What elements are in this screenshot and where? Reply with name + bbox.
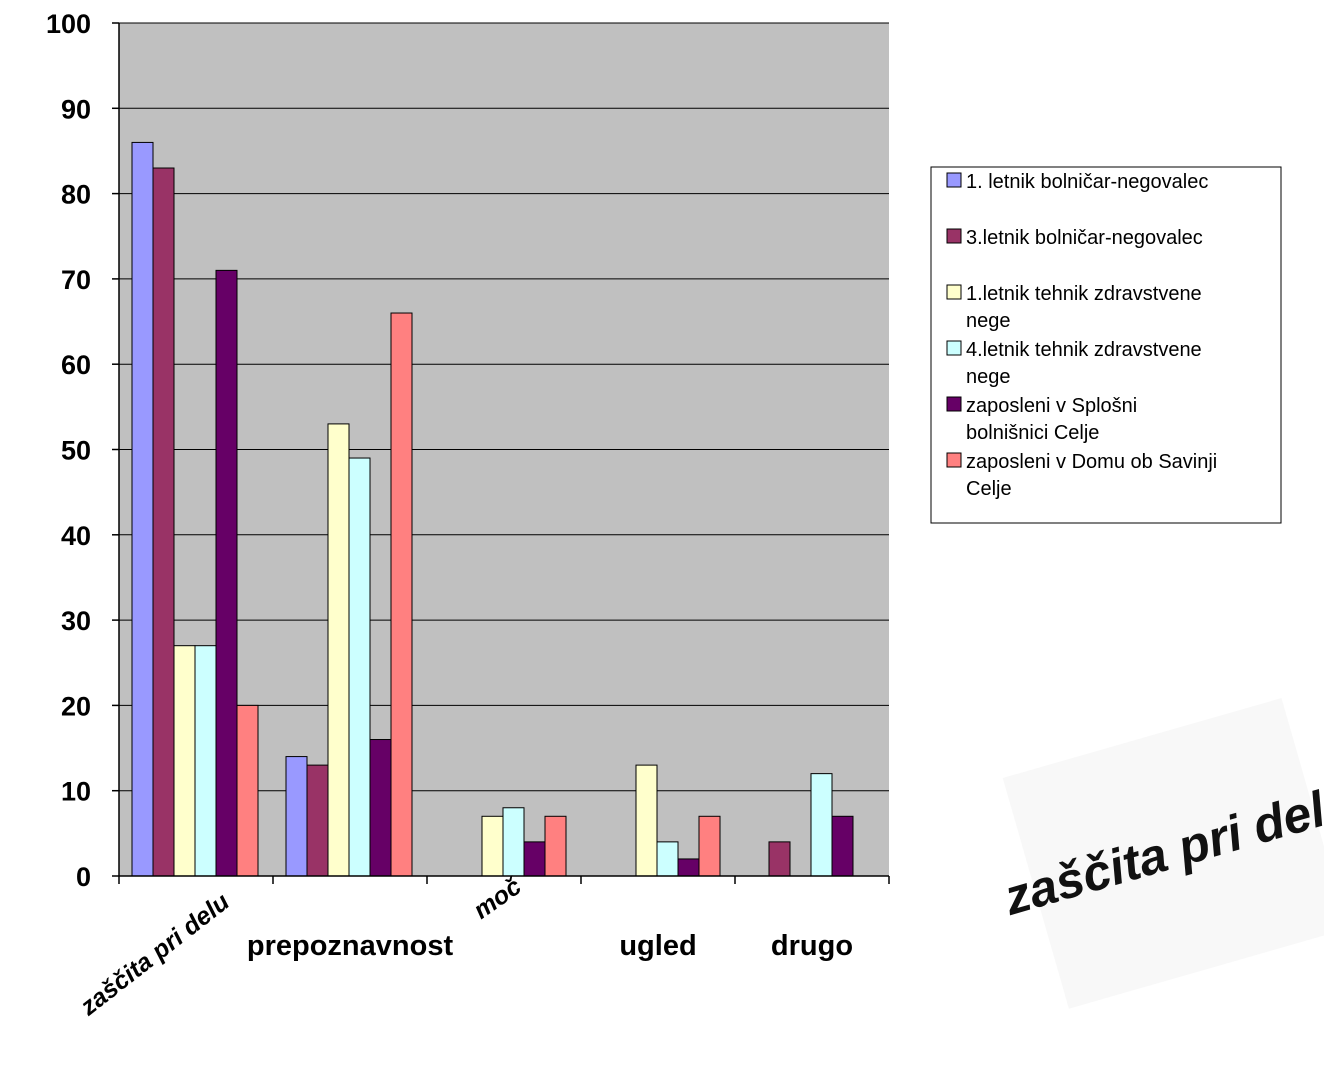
y-tick-label: 10 — [61, 777, 91, 807]
legend-swatch — [946, 284, 962, 300]
bar — [698, 815, 721, 877]
legend-label: 1. letnik bolničar-negovalec — [966, 171, 1208, 193]
bar — [390, 312, 413, 877]
legend: 1. letnik bolničar-negovalec 3.letnik bol… — [930, 166, 1282, 524]
y-tick-label: 0 — [76, 862, 91, 892]
legend-label: zaposleni v Splošni bolnišnici Celje — [966, 395, 1137, 444]
legend-box — [930, 166, 1282, 524]
bar — [236, 704, 259, 877]
y-tick-label: 70 — [61, 265, 91, 295]
y-tick-label: 60 — [61, 350, 91, 380]
y-tick-label: 90 — [61, 94, 91, 124]
y-tick-label: 30 — [61, 606, 91, 636]
bar — [348, 457, 371, 877]
legend-label: 3.letnik bolničar-negovalec — [966, 227, 1203, 249]
bar — [544, 815, 567, 877]
legend-swatch — [946, 172, 962, 188]
bar — [635, 764, 658, 877]
bar — [369, 739, 392, 877]
y-tick-label: 80 — [61, 180, 91, 210]
y-tick-label: 100 — [46, 9, 91, 39]
y-tick-label: 50 — [61, 436, 91, 466]
gridlines — [119, 22, 889, 792]
x-category-label: drugo — [771, 930, 853, 962]
bar — [656, 841, 679, 877]
watermark-stamp: zaščita pri delu — [997, 698, 1324, 1009]
x-axis-labels: zaščita pri delu prepoznavnost moč ugled dru… — [74, 872, 853, 1021]
bar — [481, 815, 504, 877]
bar — [152, 167, 175, 877]
x-category-label: zaščita pri delu — [74, 888, 234, 1022]
bar — [131, 141, 154, 877]
x-category-label: ugled — [619, 930, 696, 962]
bar — [768, 841, 791, 877]
x-category-label: prepoznavnost — [247, 930, 454, 962]
bar — [523, 841, 546, 877]
legend-swatch — [946, 396, 962, 412]
bar — [502, 807, 525, 877]
legend-label: zaposleni v Domu ob Savinji Celje — [966, 451, 1217, 500]
x-axis-ticks — [118, 876, 890, 884]
x-category-label: moč — [468, 872, 526, 924]
legend-label: 1.letnik tehnik zdravstvene nege — [966, 283, 1202, 332]
y-axis-ticks: 0 10 20 30 40 50 60 70 80 90 100 — [46, 9, 119, 892]
legend-swatch — [946, 340, 962, 356]
bars — [131, 141, 854, 877]
legend-swatch — [946, 452, 962, 468]
bar — [285, 756, 308, 877]
bar — [810, 773, 833, 877]
legend-swatch — [946, 228, 962, 244]
bar — [194, 645, 217, 877]
bar — [677, 858, 700, 877]
y-tick-label: 20 — [61, 691, 91, 721]
bar — [306, 764, 329, 877]
bar — [327, 423, 350, 877]
y-tick-label: 40 — [61, 521, 91, 551]
bar — [831, 815, 854, 877]
bar — [215, 269, 238, 877]
bar — [173, 645, 196, 877]
legend-label: 4.letnik tehnik zdravstvene nege — [966, 339, 1202, 388]
